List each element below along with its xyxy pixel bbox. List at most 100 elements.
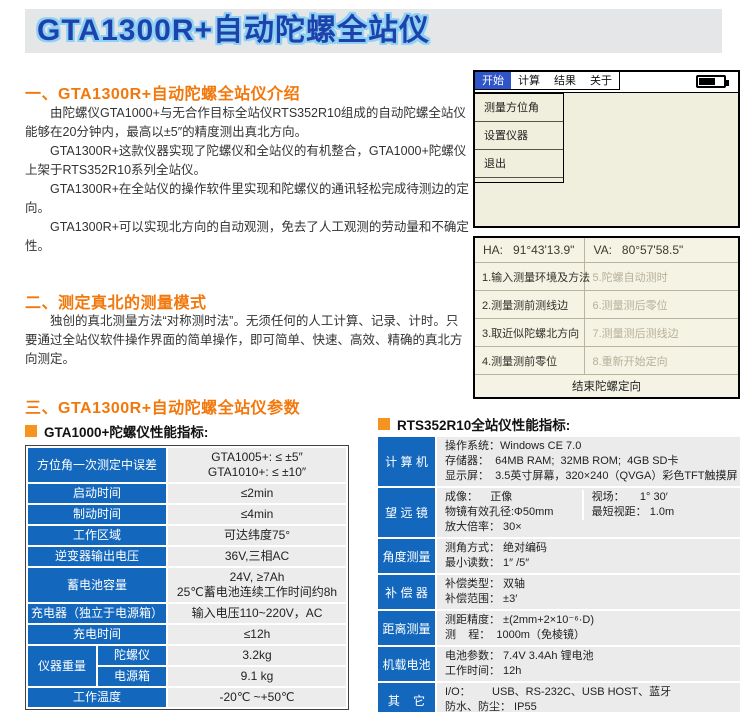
menu-item[interactable]: 结果 — [554, 75, 576, 87]
angle-readout-row: HA: 91°43'13.9" VA: 80°57'58.5" — [475, 238, 738, 263]
spec-cell: 最短视距： 1.0m — [591, 506, 675, 518]
workflow-step[interactable]: 2.测量测前测线边 — [475, 291, 586, 318]
gyro-param-label: 方位角一次测定中误差 — [28, 448, 167, 482]
spec-group: 其 它 I/O： USB、RS-232C、USB HOST、蓝牙 防水、防尘： IP… — [378, 683, 740, 712]
table-row: 方位角一次测定中误差 GTA1005+: ≤ ±5″ GTA1010+: ≤ ±10… — [28, 448, 347, 482]
gyro-param-value: 9.1 kg — [168, 667, 347, 686]
spec-group: 补 偿 器补偿类型： 双轴 补偿范围： ±3′ — [378, 575, 740, 609]
spec-group-label: 补 偿 器 — [378, 575, 435, 609]
dropdown-item[interactable]: 设置仪器 — [475, 122, 563, 150]
gyro-param-group-label: 仪器重量 — [28, 646, 96, 686]
spec-group: 角度测量 测角方式： 绝对编码 最小读数： 1″ /5″ — [378, 539, 740, 573]
spec-rows: 测距精度： ±(2mm+2×10⁻⁶·D) 测 程： 1000m（免棱镜） — [437, 611, 740, 645]
table-row: 启动时间 ≤2min — [28, 484, 347, 503]
spec-cell: 放大倍率： 30× — [445, 521, 522, 533]
orange-square-icon — [25, 425, 37, 437]
workflow-step-disabled: 7.测量测后测线边 — [592, 327, 679, 340]
device-menubar-items: 开始 计算 结果 关于 — [475, 72, 620, 90]
intro-paragraph: 由陀螺仪GTA1000+与无合作目标全站仪RTS352R10组成的自动陀螺全站仪… — [25, 106, 466, 139]
table-row: 电源箱 9.1 kg — [28, 667, 347, 686]
gyro-param-value: ≤2min — [168, 484, 347, 503]
menu-item[interactable]: 开始 — [475, 72, 511, 89]
station-table-title: RTS352R10全站仪性能指标: — [378, 414, 570, 434]
ha-readout: HA: 91°43'13.9" — [475, 238, 586, 262]
gyro-param-value: 24V, ≥7Ah 25℃蓄电池连续工作时间约8h — [168, 568, 347, 602]
spec-cell: 补偿范围： ±3′ — [445, 593, 518, 605]
workflow-step[interactable]: 4.测量测前零位 — [475, 347, 586, 374]
gyro-param-value: ≤4min — [168, 505, 347, 524]
table-row: 蓄电池容量 24V, ≥7Ah 25℃蓄电池连续工作时间约8h — [28, 568, 347, 602]
workflow-step[interactable]: 1.输入测量环境及方法 — [475, 263, 590, 290]
table-row: 制动时间 ≤4min — [28, 505, 347, 524]
ha-label: HA: — [483, 243, 504, 257]
table-row: 充电时间 ≤12h — [28, 625, 347, 644]
spec-cell: 测距精度： ±(2mm+2×10⁻⁶·D) — [445, 614, 595, 626]
dropdown-padding — [475, 178, 563, 182]
spec-group-label: 距离测量 — [378, 611, 435, 645]
spec-line: 电池参数： 7.4V 3.4Ah 锂电池 — [437, 649, 740, 664]
gyro-param-label: 充电器（独立于电源箱） — [28, 604, 167, 623]
spec-cell: 存储器： 64MB RAM; 32MB ROM; 4GB SD卡 — [445, 455, 679, 467]
section-intro-heading: 一、GTA1300R+自动陀螺全站仪介绍 — [25, 86, 301, 103]
workflow-step-row: 2.测量测前测线边 6.测量测后零位 — [475, 291, 738, 319]
spec-cell: 补偿类型： 双轴 — [445, 578, 526, 590]
spec-line: 最小读数： 1″ /5″ — [437, 556, 740, 571]
station-table-title-text: RTS352R10全站仪性能指标: — [397, 418, 571, 433]
spec-line: 显示屏： 3.5英寸屏幕，320×240（QVGA）彩色TFT触摸屏 — [437, 469, 740, 484]
gyro-param-value: -20℃ ~+50℃ — [168, 688, 347, 707]
gyro-param-label: 工作温度 — [28, 688, 167, 707]
mode-paragraph: 独创的真北测量方法“对称测时法”。无须任何的人工计算、记录、计时。只要通过全站仪… — [25, 314, 463, 366]
station-spec-table: 计 算 机操作系统：Windows CE 7.0 存储器： 64MB RAM; 3… — [378, 437, 740, 712]
gyro-param-value: 可达纬度75° — [168, 526, 347, 545]
spec-line: 存储器： 64MB RAM; 32MB ROM; 4GB SD卡 — [437, 454, 740, 469]
spec-line: 放大倍率： 30× — [437, 520, 740, 535]
end-orientation-button[interactable]: 结束陀螺定向 — [572, 380, 641, 393]
spec-cell: 视场： 1° 30′ — [591, 491, 668, 503]
spec-cell: 成像： 正像 — [445, 490, 584, 505]
gyro-param-sublabel: 电源箱 — [98, 667, 167, 686]
mode-paragraphs: 独创的真北测量方法“对称测时法”。无须任何的人工计算、记录、计时。只要通过全站仪… — [25, 312, 467, 369]
spec-line: 操作系统：Windows CE 7.0 — [437, 439, 740, 454]
gyro-param-label: 制动时间 — [28, 505, 167, 524]
ha-value: 91°43'13.9" — [513, 243, 575, 257]
gyro-param-label: 启动时间 — [28, 484, 167, 503]
battery-icon — [696, 75, 729, 88]
page-title: GTA1300R+自动陀螺全站仪 — [37, 14, 431, 47]
gyro-spec-table: 方位角一次测定中误差 GTA1005+: ≤ ±5″ GTA1010+: ≤ ±10… — [25, 445, 350, 710]
spec-cell: 测角方式： 绝对编码 — [445, 542, 548, 554]
spec-group: 机载电池 电池参数： 7.4V 3.4Ah 锂电池 工作时间： 12h — [378, 647, 740, 681]
spec-cell: 工作时间： 12h — [445, 665, 522, 677]
spec-line: 测距精度： ±(2mm+2×10⁻⁶·D) — [437, 613, 740, 628]
spec-group: 计 算 机操作系统：Windows CE 7.0 存储器： 64MB RAM; 3… — [378, 437, 740, 486]
spec-rows: 补偿类型： 双轴 补偿范围： ±3′ — [437, 575, 740, 609]
spec-line: 成像： 正像 视场： 1° 30′ — [437, 490, 740, 505]
table-row: 充电器（独立于电源箱） 输入电压110~220V，AC — [28, 604, 347, 623]
workflow-step[interactable]: 3.取近似陀螺北方向 — [475, 319, 586, 346]
spec-cell: 最小读数： 1″ /5″ — [445, 557, 530, 569]
menu-item[interactable]: 关于 — [590, 75, 612, 87]
section-params-heading: 三、GTA1300R+自动陀螺全站仪参数 — [25, 400, 301, 417]
spec-line: 测角方式： 绝对编码 — [437, 541, 740, 556]
spec-cell: 显示屏： 3.5英寸屏幕，320×240（QVGA）彩色TFT触摸屏 — [445, 470, 738, 482]
spec-line: 物镜有效孔径:Φ50mm 最短视距： 1.0m — [437, 505, 740, 520]
intro-paragraph: GTA1300R+在全站仪的操作软件里实现和陀螺仪的通讯轻松完成待测边的定向。 — [25, 182, 469, 215]
workflow-step-disabled: 6.测量测后零位 — [592, 299, 668, 312]
gyro-table-title-text: GTA1000+陀螺仪性能指标: — [44, 425, 209, 440]
table-row: 工作区域 可达纬度75° — [28, 526, 347, 545]
spec-group-label: 机载电池 — [378, 647, 435, 681]
workflow-step-row: 3.取近似陀螺北方向 7.测量测后测线边 — [475, 319, 738, 347]
gyro-param-label: 充电时间 — [28, 625, 167, 644]
gyro-param-value: ≤12h — [168, 625, 347, 644]
spec-line: 补偿类型： 双轴 — [437, 577, 740, 592]
spec-group-label: 角度测量 — [378, 539, 435, 573]
spec-cell: 测 程： 1000m（免棱镜） — [445, 629, 585, 641]
dropdown-item[interactable]: 退出 — [475, 150, 563, 178]
menu-item[interactable]: 计算 — [518, 75, 540, 87]
spec-group-label: 望 远 镜 — [378, 488, 435, 537]
device-menubar: 开始 计算 结果 关于 — [475, 72, 738, 93]
spec-group: 望 远 镜成像： 正像 视场： 1° 30′ 物镜有效孔径:Φ50mm 最短视距： 1… — [378, 488, 740, 537]
spec-cell: 电池参数： 7.4V 3.4Ah 锂电池 — [445, 650, 594, 662]
dropdown-item[interactable]: 测量方位角 — [475, 94, 563, 122]
intro-paragraph: GTA1300R+可以实现北方向的自动观测，免去了人工观测的劳动量和不确定性。 — [25, 220, 469, 253]
